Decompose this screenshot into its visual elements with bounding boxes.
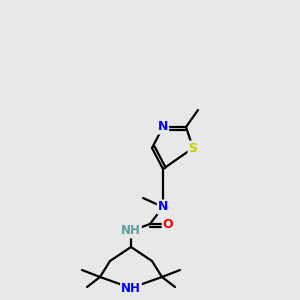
Text: N: N [158, 200, 168, 214]
Text: O: O [163, 218, 173, 230]
Text: NH: NH [121, 224, 141, 238]
Text: S: S [188, 142, 197, 154]
Text: NH: NH [121, 281, 141, 295]
Text: N: N [158, 121, 168, 134]
